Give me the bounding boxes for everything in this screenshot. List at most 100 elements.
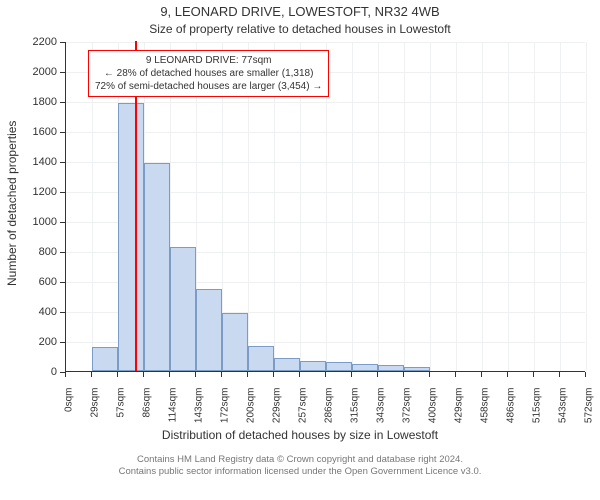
ytick-label: 1600 <box>0 126 57 138</box>
xtick-label: 372sqm <box>402 388 413 424</box>
xtick-label: 143sqm <box>194 388 205 424</box>
ytick-mark <box>60 132 65 133</box>
xtick-label: 229sqm <box>272 388 283 424</box>
chart-container: 9, LEONARD DRIVE, LOWESTOFT, NR32 4WB Si… <box>0 0 600 500</box>
xtick-mark <box>377 372 378 377</box>
gridline-v <box>534 42 535 371</box>
ytick-label: 600 <box>0 276 57 288</box>
xtick-label: 29sqm <box>90 388 101 418</box>
ytick-label: 1400 <box>0 156 57 168</box>
histogram-bar <box>196 289 222 372</box>
xtick-mark <box>247 372 248 377</box>
footer-line-2: Contains public sector information licen… <box>0 466 600 478</box>
ytick-mark <box>60 162 65 163</box>
annot-line-3: 72% of semi-detached houses are larger (… <box>95 80 322 93</box>
gridline-v <box>586 42 587 371</box>
xtick-mark <box>299 372 300 377</box>
x-axis-label: Distribution of detached houses by size … <box>0 428 600 442</box>
ytick-label: 1200 <box>0 186 57 198</box>
xtick-mark <box>429 372 430 377</box>
histogram-bar <box>222 313 247 372</box>
annot-line-2: ← 28% of detached houses are smaller (1,… <box>95 67 322 80</box>
histogram-bar <box>300 361 326 372</box>
xtick-label: 286sqm <box>324 388 335 424</box>
xtick-mark <box>533 372 534 377</box>
footer-line-1: Contains HM Land Registry data © Crown c… <box>0 454 600 466</box>
xtick-label: 486sqm <box>505 388 516 424</box>
xtick-mark <box>507 372 508 377</box>
ytick-mark <box>60 192 65 193</box>
xtick-label: 257sqm <box>297 388 308 424</box>
ytick-label: 200 <box>0 336 57 348</box>
ytick-label: 800 <box>0 246 57 258</box>
xtick-mark <box>221 372 222 377</box>
xtick-label: 315sqm <box>350 388 361 424</box>
xtick-label: 172sqm <box>220 388 231 424</box>
ytick-label: 1000 <box>0 216 57 228</box>
ytick-mark <box>60 282 65 283</box>
ytick-mark <box>60 222 65 223</box>
marker-annotation: 9 LEONARD DRIVE: 77sqm ← 28% of detached… <box>88 50 329 97</box>
ytick-label: 1800 <box>0 96 57 108</box>
xtick-mark <box>585 372 586 377</box>
xtick-mark <box>403 372 404 377</box>
xtick-label: 343sqm <box>375 388 386 424</box>
xtick-label: 515sqm <box>532 388 543 424</box>
ytick-mark <box>60 42 65 43</box>
xtick-mark <box>65 372 66 377</box>
xtick-mark <box>351 372 352 377</box>
histogram-bar <box>378 365 404 371</box>
xtick-mark <box>117 372 118 377</box>
xtick-mark <box>143 372 144 377</box>
xtick-mark <box>273 372 274 377</box>
xtick-mark <box>559 372 560 377</box>
chart-title: 9, LEONARD DRIVE, LOWESTOFT, NR32 4WB <box>0 4 600 19</box>
chart-subtitle: Size of property relative to detached ho… <box>0 22 600 36</box>
ytick-mark <box>60 252 65 253</box>
xtick-mark <box>169 372 170 377</box>
gridline-v <box>560 42 561 371</box>
histogram-bar <box>92 347 117 371</box>
xtick-label: 458sqm <box>480 388 491 424</box>
histogram-bar <box>404 367 429 372</box>
xtick-label: 429sqm <box>454 388 465 424</box>
gridline-v <box>352 42 353 371</box>
gridline-v <box>404 42 405 371</box>
ytick-mark <box>60 102 65 103</box>
xtick-mark <box>195 372 196 377</box>
ytick-mark <box>60 342 65 343</box>
xtick-label: 400sqm <box>427 388 438 424</box>
histogram-bar <box>118 103 144 372</box>
xtick-mark <box>91 372 92 377</box>
footer: Contains HM Land Registry data © Crown c… <box>0 454 600 479</box>
histogram-bar <box>144 163 169 372</box>
annot-line-1: 9 LEONARD DRIVE: 77sqm <box>95 54 322 67</box>
xtick-label: 200sqm <box>245 388 256 424</box>
xtick-label: 543sqm <box>557 388 568 424</box>
ytick-label: 2000 <box>0 66 57 78</box>
gridline-v <box>430 42 431 371</box>
gridline-v <box>456 42 457 371</box>
xtick-mark <box>325 372 326 377</box>
xtick-label: 0sqm <box>64 388 75 412</box>
ytick-label: 400 <box>0 306 57 318</box>
xtick-label: 572sqm <box>584 388 595 424</box>
gridline-v <box>508 42 509 371</box>
ytick-mark <box>60 72 65 73</box>
ytick-label: 0 <box>0 366 57 378</box>
histogram-bar <box>352 364 377 372</box>
histogram-bar <box>326 362 352 371</box>
xtick-label: 86sqm <box>142 388 153 418</box>
histogram-bar <box>274 358 299 372</box>
histogram-bar <box>248 346 274 372</box>
xtick-label: 114sqm <box>167 388 178 423</box>
xtick-mark <box>481 372 482 377</box>
y-axis-label: Number of detached properties <box>5 126 19 286</box>
xtick-mark <box>455 372 456 377</box>
xtick-label: 57sqm <box>115 388 126 418</box>
gridline-v <box>482 42 483 371</box>
histogram-bar <box>170 247 196 371</box>
ytick-mark <box>60 312 65 313</box>
gridline-v <box>378 42 379 371</box>
ytick-label: 2200 <box>0 36 57 48</box>
